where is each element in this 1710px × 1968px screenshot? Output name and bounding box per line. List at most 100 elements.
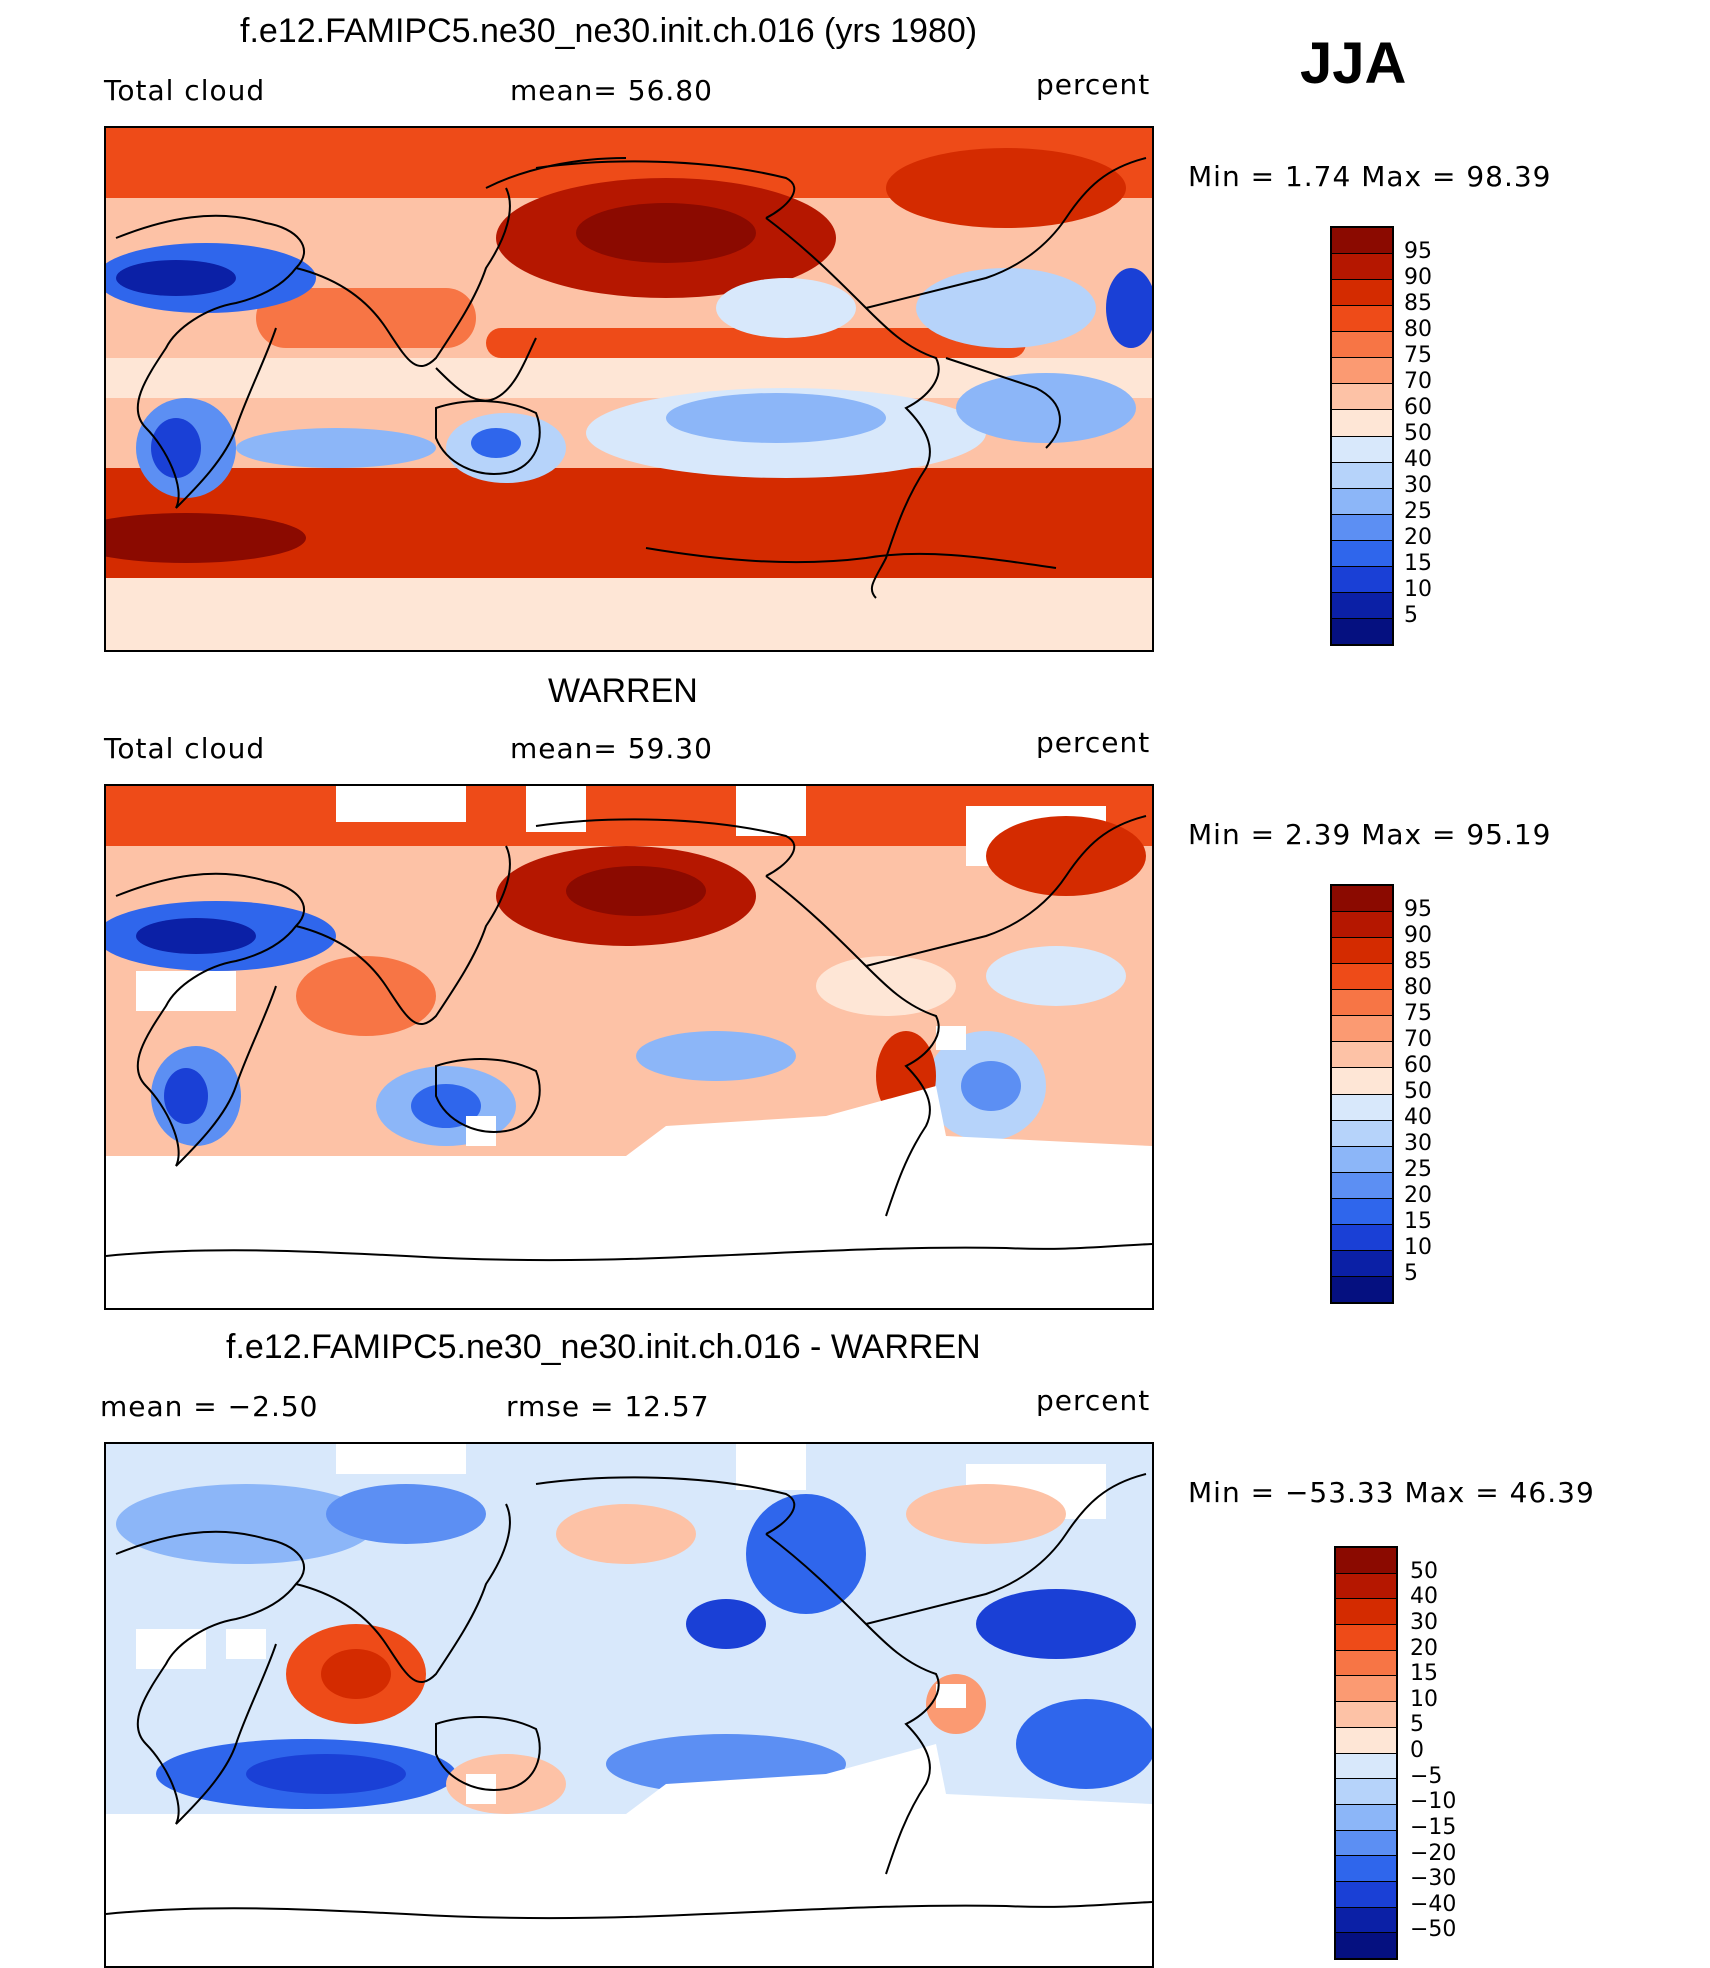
panel-3-map	[104, 1442, 1154, 1968]
panel-2-map	[104, 784, 1154, 1310]
colorbar-swatch	[1332, 1197, 1392, 1224]
colorbar-swatch	[1332, 989, 1392, 1016]
colorbar-swatch	[1336, 1803, 1396, 1830]
colorbar-swatch	[1332, 1249, 1392, 1276]
panel-1-map	[104, 126, 1154, 652]
colorbar-tick-label: 90	[1404, 923, 1432, 948]
panel-2-minmax: Min = 2.39 Max = 95.19	[1188, 818, 1552, 851]
panel-3-title: f.e12.FAMIPC5.ne30_ne30.init.ch.016 - WA…	[226, 1328, 981, 1366]
panel-2-mean-label: mean= 59.30	[510, 732, 713, 765]
colorbar-tick-label: 40	[1404, 1105, 1432, 1130]
colorbar-swatch	[1336, 1855, 1396, 1881]
colorbar-swatch	[1332, 1015, 1392, 1042]
panel-1-minmax: Min = 1.74 Max = 98.39	[1188, 160, 1552, 193]
colorbar-tick-label: 40	[1410, 1584, 1438, 1610]
colorbar-swatch	[1332, 383, 1392, 410]
colorbar-tick-label: 5	[1410, 1712, 1424, 1738]
colorbar-swatch	[1332, 461, 1392, 488]
colorbar-tick-label: 95	[1404, 239, 1432, 264]
colorbar-tick-label: 75	[1404, 343, 1432, 368]
colorbar-tick-label: 20	[1404, 525, 1432, 550]
colorbar-tick-label: 90	[1404, 265, 1432, 290]
colorbar-tick-label: 75	[1404, 1001, 1432, 1026]
panel-1-mean-label: mean= 56.80	[510, 74, 713, 107]
colorbar-swatch	[1336, 1778, 1396, 1804]
colorbar-swatch	[1336, 1572, 1396, 1599]
colorbar-swatch	[1332, 305, 1392, 332]
colorbar-tick-label: 5	[1404, 1261, 1418, 1286]
colorbar-swatch	[1332, 357, 1392, 384]
colorbar-swatch	[1332, 1093, 1392, 1120]
season-label: JJA	[1300, 31, 1407, 96]
colorbar-tick-label: −20	[1410, 1840, 1457, 1866]
colorbar-tick-label: 20	[1404, 1183, 1432, 1208]
colorbar-swatch	[1336, 1880, 1396, 1907]
colorbar-tick-label: 60	[1404, 1053, 1432, 1078]
panel-1-units-label: percent	[1036, 68, 1151, 101]
colorbar-tick-label: −10	[1410, 1789, 1457, 1815]
colorbar-tick-label: 0	[1410, 1738, 1424, 1763]
colorbar-swatch	[1336, 1752, 1396, 1779]
colorbar-swatch	[1336, 1548, 1396, 1573]
panel-1-colorbar	[1330, 226, 1394, 646]
colorbar-swatch	[1332, 937, 1392, 964]
colorbar-swatch	[1332, 1067, 1392, 1094]
colorbar-tick-label: 10	[1404, 1235, 1432, 1260]
panel-2-colorbar	[1330, 884, 1394, 1304]
colorbar-swatch	[1332, 1145, 1392, 1172]
panel-3-colorbar	[1334, 1546, 1398, 1960]
colorbar-tick-label: 25	[1404, 499, 1432, 524]
colorbar-tick-label: −5	[1410, 1763, 1443, 1789]
colorbar-tick-label: 50	[1404, 1079, 1432, 1104]
colorbar-tick-label: −30	[1410, 1866, 1457, 1892]
colorbar-swatch	[1336, 1624, 1396, 1650]
panel-1-title: f.e12.FAMIPC5.ne30_ne30.init.ch.016 (yrs…	[240, 12, 978, 50]
panel-3-mean-label: mean = −2.50	[100, 1390, 319, 1423]
colorbar-swatch	[1332, 617, 1392, 644]
colorbar-swatch	[1332, 539, 1392, 566]
colorbar-swatch	[1332, 1119, 1392, 1146]
colorbar-tick-label: 80	[1404, 317, 1432, 342]
panel-3-minmax: Min = −53.33 Max = 46.39	[1188, 1476, 1595, 1509]
panel-2-title: WARREN	[548, 672, 698, 710]
colorbar-swatch	[1332, 228, 1392, 254]
colorbar-tick-label: 25	[1404, 1157, 1432, 1182]
colorbar-swatch	[1336, 1598, 1396, 1625]
colorbar-tick-label: −40	[1410, 1891, 1457, 1917]
colorbar-tick-label: 80	[1404, 975, 1432, 1000]
colorbar-swatch	[1332, 513, 1392, 540]
colorbar-tick-label: 50	[1410, 1558, 1438, 1584]
colorbar-swatch	[1336, 1701, 1396, 1727]
colorbar-swatch	[1332, 1171, 1392, 1198]
colorbar-tick-label: 10	[1404, 577, 1432, 602]
colorbar-swatch	[1332, 886, 1392, 912]
colorbar-swatch	[1332, 565, 1392, 592]
colorbar-swatch	[1336, 1829, 1396, 1856]
colorbar-tick-label: 15	[1404, 551, 1432, 576]
colorbar-swatch	[1332, 591, 1392, 618]
colorbar-tick-label: 10	[1410, 1686, 1438, 1712]
colorbar-swatch	[1336, 1932, 1396, 1958]
panel-1-colorbar-labels: 95 90 85 80 75 70 60 50 40 30 25 20 15 10 5	[1404, 226, 1484, 642]
colorbar-swatch	[1332, 487, 1392, 514]
colorbar-tick-label: 50	[1404, 421, 1432, 446]
colorbar-tick-label: 70	[1404, 369, 1432, 394]
colorbar-swatch	[1332, 435, 1392, 462]
panel-2-colorbar-labels: 95 90 85 80 75 70 60 50 40 30 25 20 15 10 5	[1404, 884, 1484, 1300]
colorbar-tick-label: −50	[1410, 1917, 1457, 1943]
colorbar-swatch	[1332, 963, 1392, 990]
colorbar-swatch	[1336, 1726, 1396, 1753]
colorbar-tick-label: 70	[1404, 1027, 1432, 1052]
colorbar-tick-label: 30	[1410, 1609, 1438, 1635]
colorbar-swatch	[1336, 1675, 1396, 1702]
colorbar-tick-label: 85	[1404, 949, 1432, 974]
panel-2-units-label: percent	[1036, 726, 1151, 759]
colorbar-swatch	[1336, 1906, 1396, 1933]
panel-3-units-label: percent	[1036, 1384, 1151, 1417]
colorbar-tick-label: 5	[1404, 603, 1418, 628]
colorbar-swatch	[1332, 409, 1392, 436]
colorbar-swatch	[1332, 1223, 1392, 1250]
colorbar-tick-label: 20	[1410, 1635, 1438, 1661]
colorbar-tick-label: 60	[1404, 395, 1432, 420]
colorbar-tick-label: 95	[1404, 897, 1432, 922]
